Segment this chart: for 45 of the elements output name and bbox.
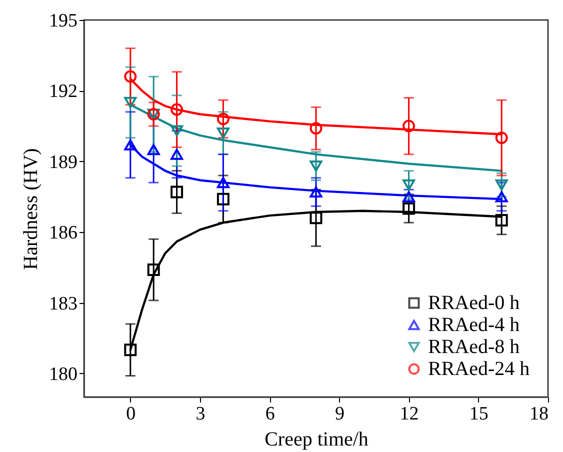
y-tick-label: 180 [49,364,78,385]
point [495,191,508,202]
x-tick-label: 12 [400,404,419,424]
point [310,122,322,135]
x-tick-label: 15 [469,404,488,424]
x-tick-label: 3 [196,404,206,424]
y-axis-title: Hardness (HV) [20,148,42,270]
x-tick-label: 6 [265,404,275,424]
point [147,264,160,276]
x-tick-label: 18 [530,404,548,424]
point [124,344,137,356]
y-tick-label: 195 [49,10,78,32]
point [216,192,230,206]
point [495,132,508,144]
point [402,120,416,132]
legend-label: RRAed-0 h [428,292,520,314]
point [170,103,184,116]
point [124,139,137,150]
point [170,148,184,160]
point [170,125,184,136]
point [124,70,137,83]
legend-label: RRAed-8 h [428,336,520,358]
point [216,128,230,139]
x-tick-label: 9 [334,404,344,424]
point [495,179,508,190]
point [402,202,416,215]
point [124,96,137,108]
point [495,214,508,227]
point [310,186,322,198]
point [310,212,322,224]
x-tick-label: 0 [126,404,136,424]
point [310,160,322,172]
y-tick-label: 189 [49,152,78,173]
y-tick-label: 186 [49,222,78,244]
y-tick-label: 192 [49,81,78,102]
point [216,112,230,126]
point [402,191,416,202]
point [216,177,230,188]
legend-label: RRAed-4 h [428,314,520,336]
y-tick-label: 183 [49,293,78,314]
legend-label: RRAed-24 h [428,358,530,380]
point [147,144,160,156]
point [402,179,416,190]
x-axis-title: Creep time/h [264,428,368,450]
point [170,186,184,198]
